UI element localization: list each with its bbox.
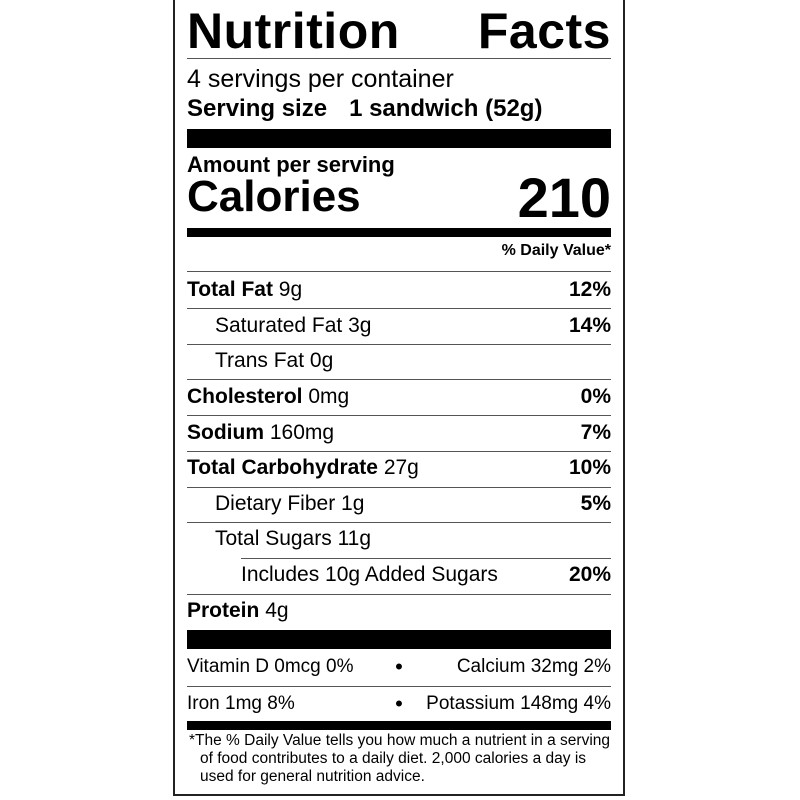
nutrient-name: Saturated Fat 3g (215, 314, 372, 337)
divider (187, 594, 611, 595)
divider (187, 271, 611, 272)
nutrient-name: Total Fat (187, 278, 273, 301)
divider (187, 308, 611, 309)
nutrient-dv: 7% (580, 421, 611, 444)
bullet-separator: • (395, 654, 403, 679)
label-title: Nutrition Facts (187, 4, 611, 58)
nutrient-amount: 27g (383, 456, 419, 479)
micronutrient-potassium: Potassium 148mg 4% (426, 693, 611, 714)
micronutrient-row: Iron 1mg 8% • Potassium 148mg 4% (187, 687, 611, 721)
nutrient-name: Sodium (187, 421, 264, 444)
title-word-facts: Facts (477, 3, 611, 59)
nutrient-row-dietary-fiber: Dietary Fiber 1g 5% (187, 486, 611, 522)
nutrient-dv: 0% (580, 385, 611, 408)
divider (187, 58, 611, 59)
nutrient-name: Cholesterol (187, 385, 303, 408)
nutrient-row-protein: Protein 4g (187, 593, 611, 629)
nutrient-name: Total Carbohydrate (187, 456, 378, 479)
nutrient-row-saturated-fat: Saturated Fat 3g 14% (187, 308, 611, 344)
nutrient-row-trans-fat: Trans Fat 0g (187, 343, 611, 379)
divider (187, 522, 611, 523)
nutrition-facts-label: Nutrition Facts 4 servings per container… (173, 0, 625, 796)
nutrient-amount: 9g (278, 278, 303, 301)
nutrient-dv: 14% (568, 314, 611, 337)
divider (187, 487, 611, 488)
calories-label: Calories (187, 172, 361, 221)
micronutrient-vitamin-d: Vitamin D 0mcg 0% (187, 656, 354, 677)
divider (187, 344, 611, 345)
nutrient-amount: 4g (265, 599, 289, 622)
nutrient-row-total-sugars: Total Sugars 11g (187, 521, 611, 557)
divider (187, 451, 611, 452)
nutrient-dv: 5% (580, 492, 611, 515)
nutrient-row-cholesterol: Cholesterol 0mg 0% (187, 379, 611, 415)
nutrient-row-total-fat: Total Fat 9g 12% (187, 272, 611, 308)
calories-value: 210 (517, 165, 611, 229)
divider (241, 558, 611, 559)
nutrient-name: Total Sugars 11g (215, 527, 372, 550)
thick-divider (187, 630, 611, 649)
daily-value-header: % Daily Value* (501, 242, 611, 259)
divider (187, 686, 611, 687)
divider (187, 415, 611, 416)
nutrient-name: Includes 10g Added Sugars (241, 563, 498, 586)
nutrient-amount: 0mg (308, 385, 350, 408)
serving-size: Serving size 1 sandwich (52g) (187, 94, 611, 124)
micronutrient-iron: Iron 1mg 8% (187, 693, 295, 714)
medium-divider (187, 228, 611, 237)
amount-per-serving: Amount per serving (187, 152, 395, 177)
bullet-separator: • (395, 691, 403, 716)
nutrient-name: Trans Fat 0g (215, 349, 334, 372)
nutrient-row-sodium: Sodium 160mg 7% (187, 415, 611, 451)
micronutrient-row: Vitamin D 0mcg 0% • Calcium 32mg 2% (187, 650, 611, 684)
medium-divider (187, 721, 611, 730)
micronutrient-calcium: Calcium 32mg 2% (456, 656, 611, 677)
title-word-nutrition: Nutrition (187, 3, 400, 59)
nutrient-dv: 12% (568, 278, 611, 301)
divider (187, 379, 611, 380)
calories-row: Calories 210 (187, 166, 611, 229)
serving-size-value: 1 sandwich (52g) (349, 95, 543, 122)
nutrient-name: Dietary Fiber 1g (215, 492, 365, 515)
nutrient-name: Protein (187, 599, 260, 622)
nutrient-row-total-carbohydrate: Total Carbohydrate 27g 10% (187, 450, 611, 486)
serving-size-label: Serving size (187, 95, 328, 122)
nutrient-row-added-sugars: Includes 10g Added Sugars 20% (187, 557, 611, 593)
thick-divider (187, 129, 611, 148)
nutrient-amount: 160mg (269, 421, 335, 444)
servings-per-container: 4 servings per container (187, 65, 454, 93)
nutrient-dv: 10% (568, 456, 611, 479)
footnote: *The % Daily Value tells you how much a … (189, 732, 611, 785)
nutrient-dv: 20% (568, 563, 611, 586)
